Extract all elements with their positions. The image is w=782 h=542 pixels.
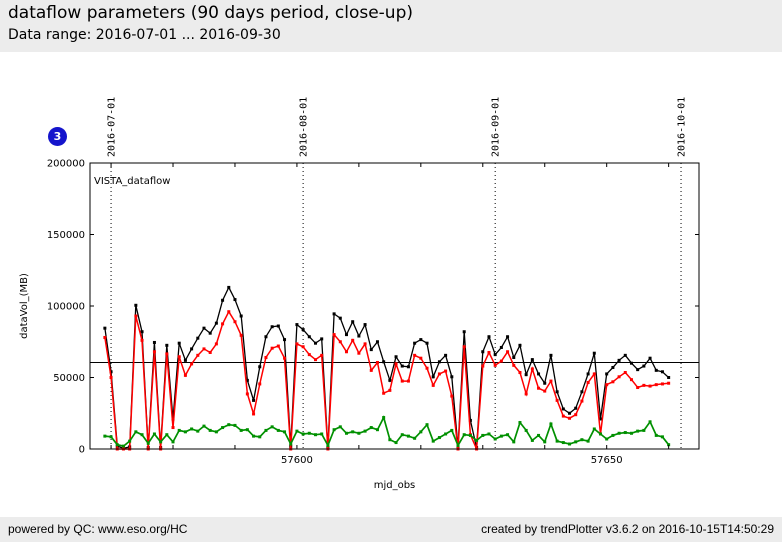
x-axis-title: mjd_obs [374,480,416,491]
y-tick-label: 0 [79,445,85,456]
footer-bar: powered by QC: www.eso.org/HC created by… [0,517,782,542]
x-tick-label: 57600 [281,455,313,466]
month-tick-label: 2016-08-01 [299,97,310,157]
month-tick-label: 2016-09-01 [491,97,502,157]
x-tick-label: 57650 [591,455,623,466]
footer-created-by: created by trendPlotter v3.6.2 on 2016-1… [481,522,774,536]
y-tick-label: 200000 [47,159,85,170]
y-tick-label: 150000 [47,230,85,241]
y-tick-label: 100000 [47,302,85,313]
header-bar: dataflow parameters (90 days period, clo… [0,0,782,52]
month-tick-label: 2016-10-01 [677,97,688,157]
plot-inner-label: VISTA_dataflow [94,176,170,187]
footer-powered-by: powered by QC: www.eso.org/HC [8,522,188,536]
chart-area: 3 2016-07-01 2016-08-01 2016-09-01 2016-10-… [0,52,782,517]
dataflow-chart: 2016-07-01 2016-08-01 2016-09-01 2016-10-01… [19,97,700,491]
data-range-subtitle: Data range: 2016-07-01 ... 2016-09-30 [8,27,281,43]
y-axis-title: dataVol_(MB) [19,273,30,339]
month-tick-label: 2016-07-01 [107,97,118,157]
page-title: dataflow parameters (90 days period, clo… [8,3,413,23]
y-tick-label: 50000 [53,373,85,384]
series-green [104,415,670,448]
plot-number-badge[interactable]: 3 [48,127,67,146]
